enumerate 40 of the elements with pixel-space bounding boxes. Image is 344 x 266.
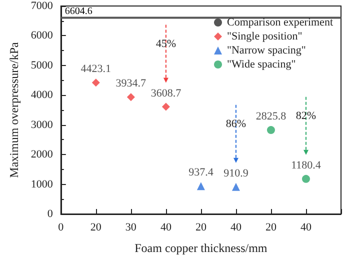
data-label: 1180.4 [291, 159, 322, 172]
data-label: 2825.8 [256, 110, 287, 123]
point [196, 182, 205, 190]
data-label: 937.4 [188, 166, 214, 179]
point [232, 182, 240, 191]
point [266, 126, 275, 134]
point [162, 102, 170, 111]
annotation: 86% [226, 118, 246, 130]
x-tick-label: 40 [230, 222, 242, 234]
data-label: 6604.6 [64, 6, 92, 18]
y-tick-label: 1000 [30, 178, 54, 190]
y-tick-label: 5000 [30, 59, 54, 72]
y-tick-label: 2000 [30, 148, 54, 161]
x-tick-label: 20 [195, 222, 207, 234]
y-tick-label: 3000 [30, 118, 54, 131]
x-tick-label: 20 [90, 222, 102, 234]
y-tick-label: 4000 [30, 89, 54, 102]
y-tick-label: 6000 [30, 30, 54, 42]
data-label: 3934.7 [116, 78, 147, 90]
data-label: 910.9 [224, 167, 249, 180]
legend-label: "Wide spacing" [226, 58, 296, 70]
data-label: 4423.1 [80, 63, 112, 76]
x-tick-label: 20 [265, 222, 277, 234]
x-tick-label: 40 [160, 222, 172, 234]
data-label: 3608.7 [150, 87, 182, 100]
legend-label: "Narrow spacing" [226, 44, 306, 56]
x-tick-label: 0 [58, 222, 64, 234]
x-tick-label: 40 [300, 222, 312, 234]
y-axis-title: Maximum overpressure/kPa [7, 42, 21, 178]
y-tick-label: 0 [47, 208, 54, 220]
x-axis-title: Foam copper thickness/mm [134, 241, 268, 255]
legend-label: Comparison experiment [226, 16, 334, 28]
point [92, 78, 100, 87]
legend-label: "Single position" [226, 30, 302, 42]
x-tick-label: 30 [125, 222, 137, 234]
y-tick-label: 7000 [30, 0, 54, 12]
point [302, 174, 310, 183]
annotation: 82% [296, 110, 316, 122]
annotation: 45% [156, 38, 176, 50]
point [126, 93, 135, 102]
